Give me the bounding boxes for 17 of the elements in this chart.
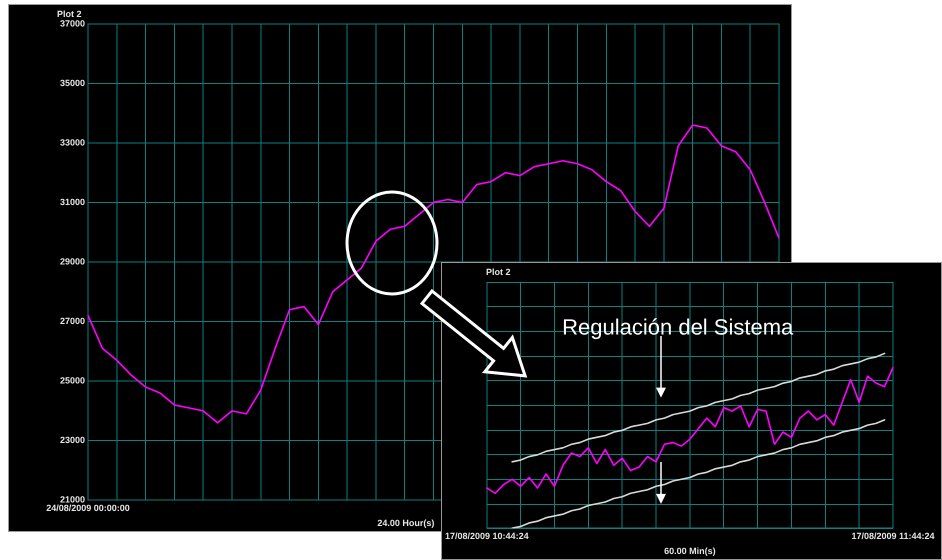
y-tick-label: 31000 xyxy=(60,196,86,207)
y-tick-label: 23000 xyxy=(60,435,86,446)
annotation: Regulación del Sistema xyxy=(562,314,794,340)
x-tick-label: 17/08/2009 11:44:24 xyxy=(851,531,935,542)
chart-title: Plot 2 xyxy=(57,8,82,19)
x-axis-title: 24.00 Hour(s) xyxy=(377,518,434,528)
y-tick-label: 29000 xyxy=(60,256,86,266)
y-tick-label: 35000 xyxy=(60,78,86,88)
y-tick-label: 21000 xyxy=(60,494,86,505)
y-tick-label: 37000 xyxy=(60,18,86,28)
y-tick-label: 25000 xyxy=(60,376,86,386)
x-tick-label: 17/08/2009 10:44:24 xyxy=(444,531,529,542)
x-axis-title: 60.00 Min(s) xyxy=(664,546,716,556)
y-tick-label: 27000 xyxy=(60,316,86,326)
y-tick-label: 33000 xyxy=(60,137,86,148)
x-tick-label: 24/08/2009 00:00:00 xyxy=(46,503,130,514)
chart-title: Plot 2 xyxy=(486,266,511,277)
